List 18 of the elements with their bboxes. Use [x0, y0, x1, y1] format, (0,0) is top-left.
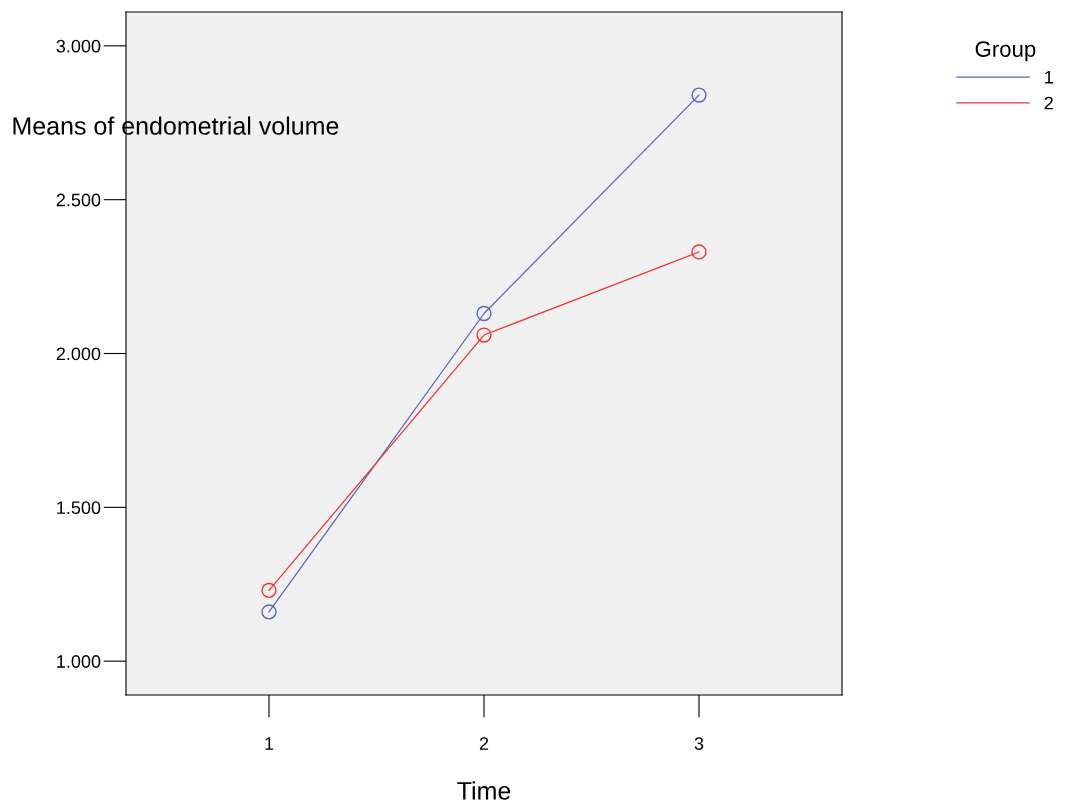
point [691, 244, 707, 260]
y-tick-label: 2.000 [56, 347, 101, 361]
x-tick-label: 3 [694, 737, 704, 750]
legend-label: 1 [1045, 71, 1053, 84]
legend-label: 2 [1044, 96, 1053, 110]
point [261, 582, 277, 599]
x-axis-title: Time [457, 781, 511, 800]
x-tick-label: 1 [265, 737, 274, 750]
y-tick-label: 1.500 [57, 501, 101, 515]
y-tick-label: 2.500 [56, 193, 101, 207]
point [691, 87, 707, 103]
y-tick-label: 3.000 [56, 39, 101, 53]
point [476, 327, 492, 343]
x-tick-label: 2 [479, 737, 489, 750]
legend-title: Group [975, 41, 1036, 62]
y-tick-label: 1.000 [57, 655, 101, 668]
point [261, 604, 277, 620]
point [476, 305, 492, 322]
